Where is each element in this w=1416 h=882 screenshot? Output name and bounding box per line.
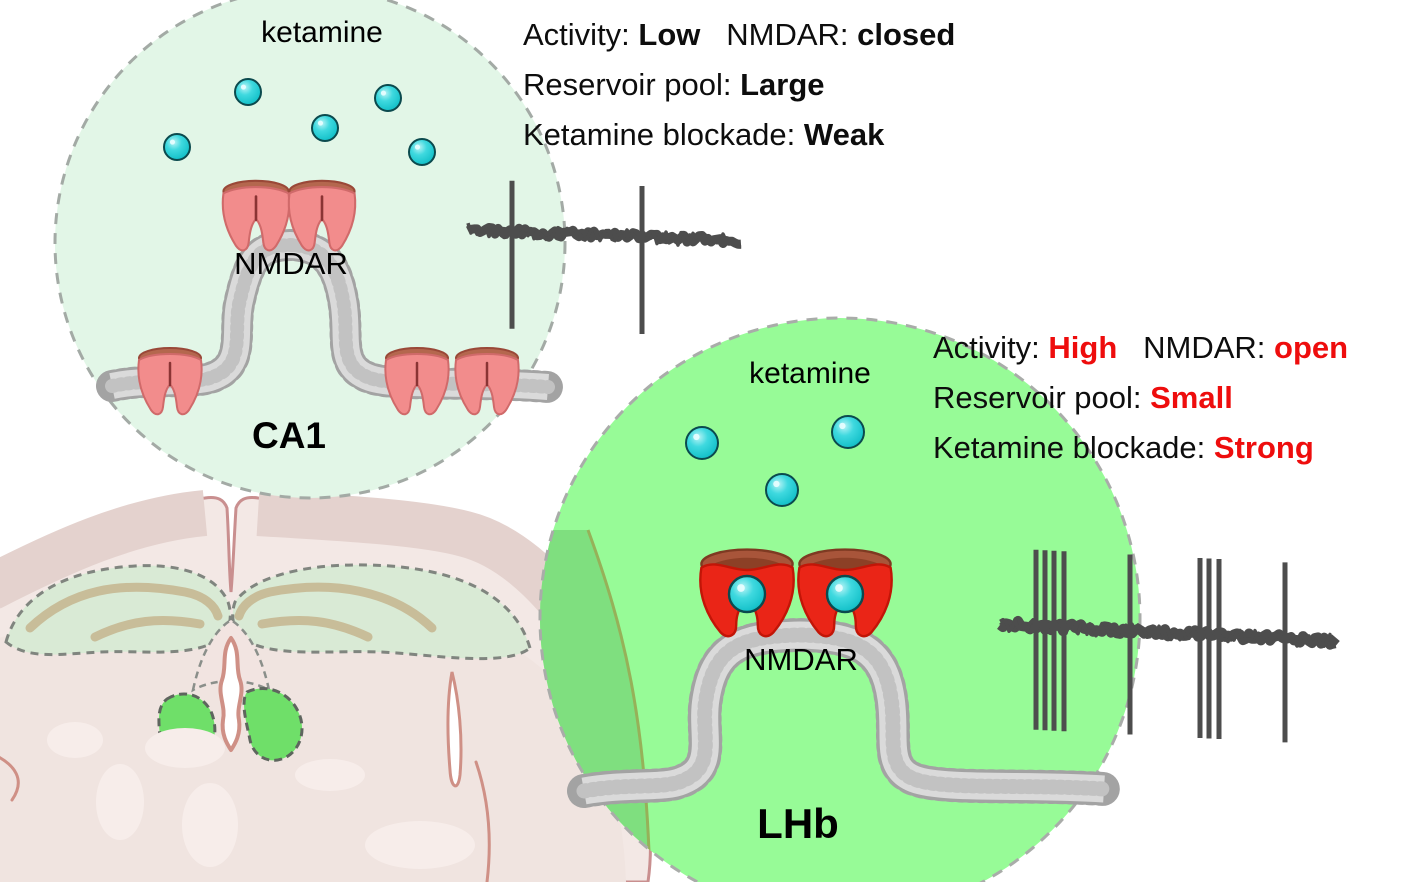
ca1-dendrite-membrane — [96, 228, 564, 403]
info-value: High — [1048, 330, 1118, 365]
info-key: Reservoir pool: — [933, 380, 1151, 415]
info-key: Reservoir pool: — [523, 67, 741, 102]
trapped-ketamine-molecule — [825, 574, 865, 614]
ketamine-molecule — [765, 473, 799, 507]
info-value: Weak — [803, 117, 885, 152]
ca1-region-label: CA1 — [251, 415, 327, 456]
lhb-contents — [685, 415, 893, 638]
ketamine-molecule — [831, 415, 865, 449]
nmdar-receptor-closed — [137, 347, 203, 416]
info-key: Activity: — [933, 330, 1049, 365]
ketamine-molecule — [234, 78, 262, 106]
lhb-panel — [538, 316, 1142, 882]
pyramidal-layer-ribbons — [25, 582, 437, 642]
info-key: Ketamine blockade: — [523, 117, 804, 152]
info-key — [700, 17, 726, 52]
info-value: Low — [638, 17, 701, 52]
info-line: Activity: Low NMDAR: closed — [523, 10, 955, 60]
nmdar-receptor-open-with-ketamine — [699, 548, 795, 638]
activity-traces — [465, 180, 1340, 743]
subcortical-light-blobs — [47, 722, 475, 869]
info-value: closed — [857, 17, 956, 52]
ketamine-molecule — [408, 138, 436, 166]
third-ventricle — [218, 636, 244, 752]
ca1-ketamine-label: ketamine — [261, 16, 383, 49]
info-line: Ketamine blockade: Strong — [933, 423, 1348, 473]
info-line: Reservoir pool: Small — [933, 373, 1348, 423]
info-line: Reservoir pool: Large — [523, 60, 955, 110]
lateral-ventricle — [446, 671, 463, 788]
info-line: Ketamine blockade: Weak — [523, 110, 955, 160]
info-key — [1117, 330, 1143, 365]
ketamine-molecule — [374, 84, 402, 112]
lhb-bubble-border — [538, 316, 1142, 882]
ketamine-molecule — [685, 426, 719, 460]
nmdar-receptor-closed — [454, 347, 520, 416]
lhb-nmdar-label: NMDAR — [744, 642, 858, 677]
nmdar-receptor-open-with-ketamine — [797, 548, 893, 638]
inner-structure-lines — [0, 756, 491, 882]
info-value: open — [1274, 330, 1349, 365]
lhb-activity-trace — [997, 549, 1340, 743]
info-key: NMDAR: — [726, 17, 858, 52]
nmdar-receptor-closed — [287, 179, 357, 252]
brain-coronal-section — [0, 490, 652, 882]
info-line: Activity: High NMDAR: open — [933, 323, 1348, 373]
cortex-band-left — [0, 490, 208, 609]
info-key: NMDAR: — [1143, 330, 1275, 365]
nmdar-receptor-closed — [384, 347, 450, 416]
lhb-ketamine-label: ketamine — [749, 357, 871, 390]
lhb-region-label: LHb — [757, 800, 839, 847]
brain-inner-area — [0, 609, 626, 882]
ca1-activity-trace — [465, 180, 743, 334]
lhb-info-block: Activity: High NMDAR: open Reservoir pool… — [933, 323, 1348, 473]
ketamine-molecule — [163, 133, 191, 161]
brain-edge-through-bubble — [586, 529, 652, 882]
ca1-contents — [137, 78, 520, 416]
ca1-info-block: Activity: Low NMDAR: closed Reservoir poo… — [523, 10, 955, 160]
lhb-nucleus-right — [242, 687, 304, 762]
info-value: Small — [1150, 380, 1233, 415]
info-value: Large — [740, 67, 825, 102]
nmdar-receptor-closed — [221, 179, 291, 252]
trapped-ketamine-molecule — [727, 574, 767, 614]
info-value: Strong — [1213, 430, 1314, 465]
ca1-panel — [53, 0, 567, 500]
info-key: Ketamine blockade: — [933, 430, 1214, 465]
lhb-dendrite-membrane — [567, 617, 1121, 808]
info-key: Activity: — [523, 17, 639, 52]
ketamine-molecule — [311, 114, 339, 142]
ca1-nmdar-label: NMDAR — [234, 246, 348, 281]
